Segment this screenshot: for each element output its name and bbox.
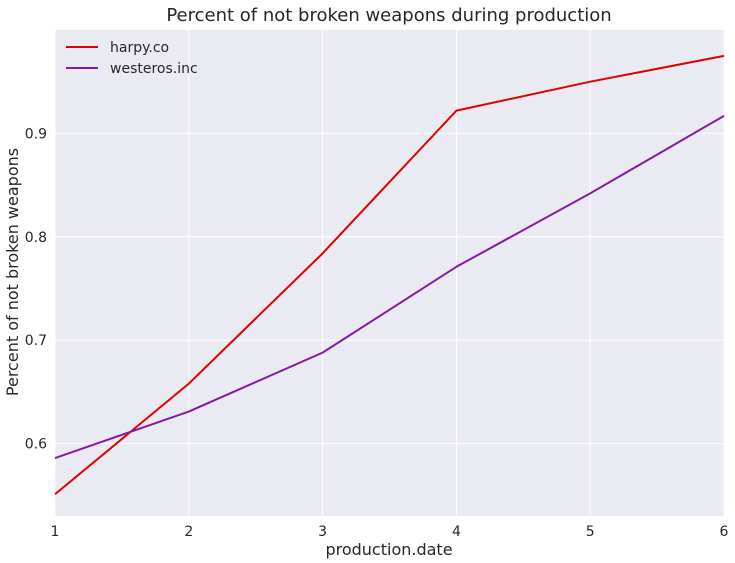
grid-lines <box>54 30 725 516</box>
x-tick-label-2: 2 <box>184 524 193 540</box>
plot-area <box>55 30 724 516</box>
y-axis-label: Percent of not broken weapons <box>3 148 22 396</box>
chart-title: Percent of not broken weapons during pro… <box>166 5 611 26</box>
y-tick-label-2: 0.7 <box>25 333 47 349</box>
x-tick-label-6: 6 <box>720 524 729 540</box>
series-line-2 <box>54 114 725 460</box>
x-tick-label-4: 4 <box>452 524 461 540</box>
legend-label-2: westeros.inc <box>110 61 198 77</box>
x-tick-label-5: 5 <box>586 524 595 540</box>
series-lines <box>54 54 725 496</box>
y-tick-label-3: 0.8 <box>25 230 47 246</box>
x-axis-ticks: 1 2 3 4 5 6 <box>51 524 729 540</box>
y-tick-label-1: 0.6 <box>25 437 47 453</box>
legend-label-1: harpy.co <box>110 40 169 56</box>
x-tick-label-1: 1 <box>51 524 60 540</box>
y-tick-label-4: 0.9 <box>25 126 47 142</box>
x-axis-label: production.date <box>325 540 452 559</box>
x-tick-label-3: 3 <box>318 524 327 540</box>
legend: harpy.co westeros.inc <box>66 40 198 77</box>
y-axis-ticks: 0.6 0.7 0.8 0.9 <box>25 126 47 452</box>
series-line-1 <box>54 54 725 496</box>
